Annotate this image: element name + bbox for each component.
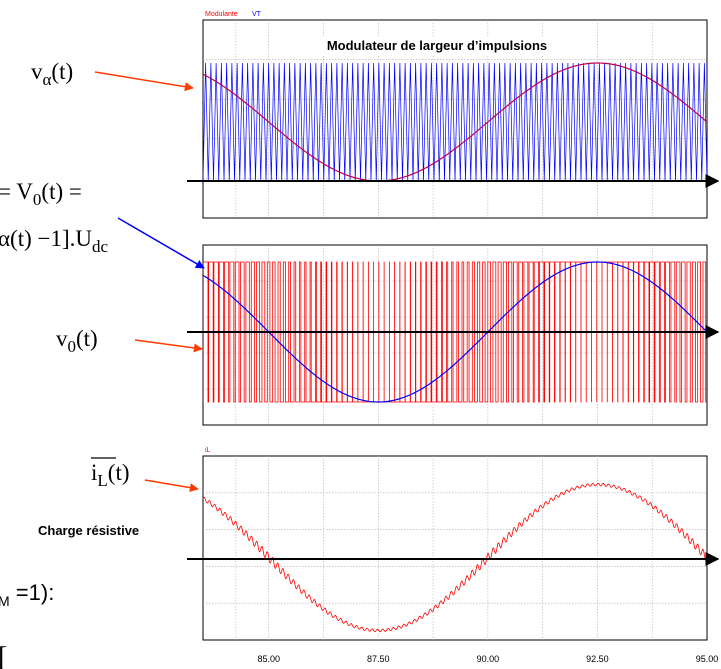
legend-modulante: Modulante [205, 11, 238, 18]
label-eq-line2: α(t) −1].Udc [0, 226, 109, 256]
x-tick-label: 92.50 [586, 654, 609, 664]
panel2-frame [202, 244, 708, 426]
title-bg [280, 36, 594, 55]
label-valpha: vα(t) [31, 59, 73, 89]
label-v0: v0(t) [56, 326, 98, 356]
panel-modulator: Modulante VT Modulateur de largeur d’imp… [187, 11, 720, 219]
arrow-il [144, 479, 199, 493]
series-modulante [202, 62, 708, 182]
series-il [202, 482, 708, 633]
panel-v0 [187, 244, 720, 426]
x-tick-label: 85.00 [257, 654, 280, 664]
arrow-v0 [134, 339, 203, 353]
x-tick-label: 87.50 [367, 654, 390, 664]
x-tick-label: 95.00 [696, 654, 719, 664]
arrow-v0avg [117, 217, 205, 269]
label-fragment: M =1): [0, 580, 54, 609]
label-bracket: [ [0, 642, 7, 669]
arrow-valpha [94, 71, 194, 92]
panel-il: iL 85.00 87.50 90.00 92.50 95.00 [187, 447, 720, 664]
series-v0-average [202, 261, 708, 403]
label-eq-line1: = V0(t) = [0, 179, 82, 209]
panel2-grid [203, 245, 707, 425]
annotations: vα(t) = V0(t) = α(t) −1].Udc v0(t) iL(t)… [0, 59, 205, 669]
legend-il: iL [205, 447, 211, 454]
x-tick-labels: 85.00 87.50 90.00 92.50 95.00 [257, 654, 718, 664]
panel3-grid [203, 456, 707, 640]
label-charge: Charge résistive [38, 523, 139, 538]
panel3-frame [202, 455, 708, 641]
legend-vt: VT [252, 11, 262, 18]
x-tick-label: 90.00 [477, 654, 500, 664]
label-il: iL(t) [91, 460, 130, 490]
panel1-title: Modulateur de largeur d’impulsions [327, 38, 547, 53]
